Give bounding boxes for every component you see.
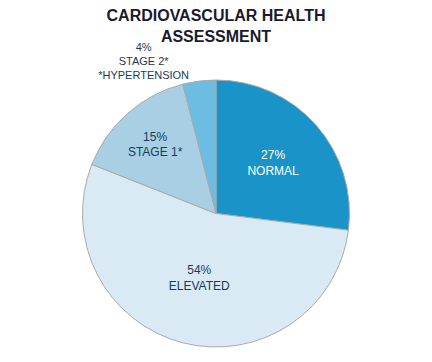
- svg-text:27%NORMAL: 27%NORMAL: [247, 148, 299, 178]
- svg-text:54%ELEVATED: 54%ELEVATED: [169, 263, 230, 293]
- svg-text:15%STAGE 1*: 15%STAGE 1*: [128, 130, 183, 160]
- svg-text:CARDIOVASCULAR HEALTHASSESSMEN: CARDIOVASCULAR HEALTHASSESSMENT: [107, 7, 326, 45]
- svg-text:4%STAGE 2**HYPERTENSION: 4%STAGE 2**HYPERTENSION: [98, 41, 189, 82]
